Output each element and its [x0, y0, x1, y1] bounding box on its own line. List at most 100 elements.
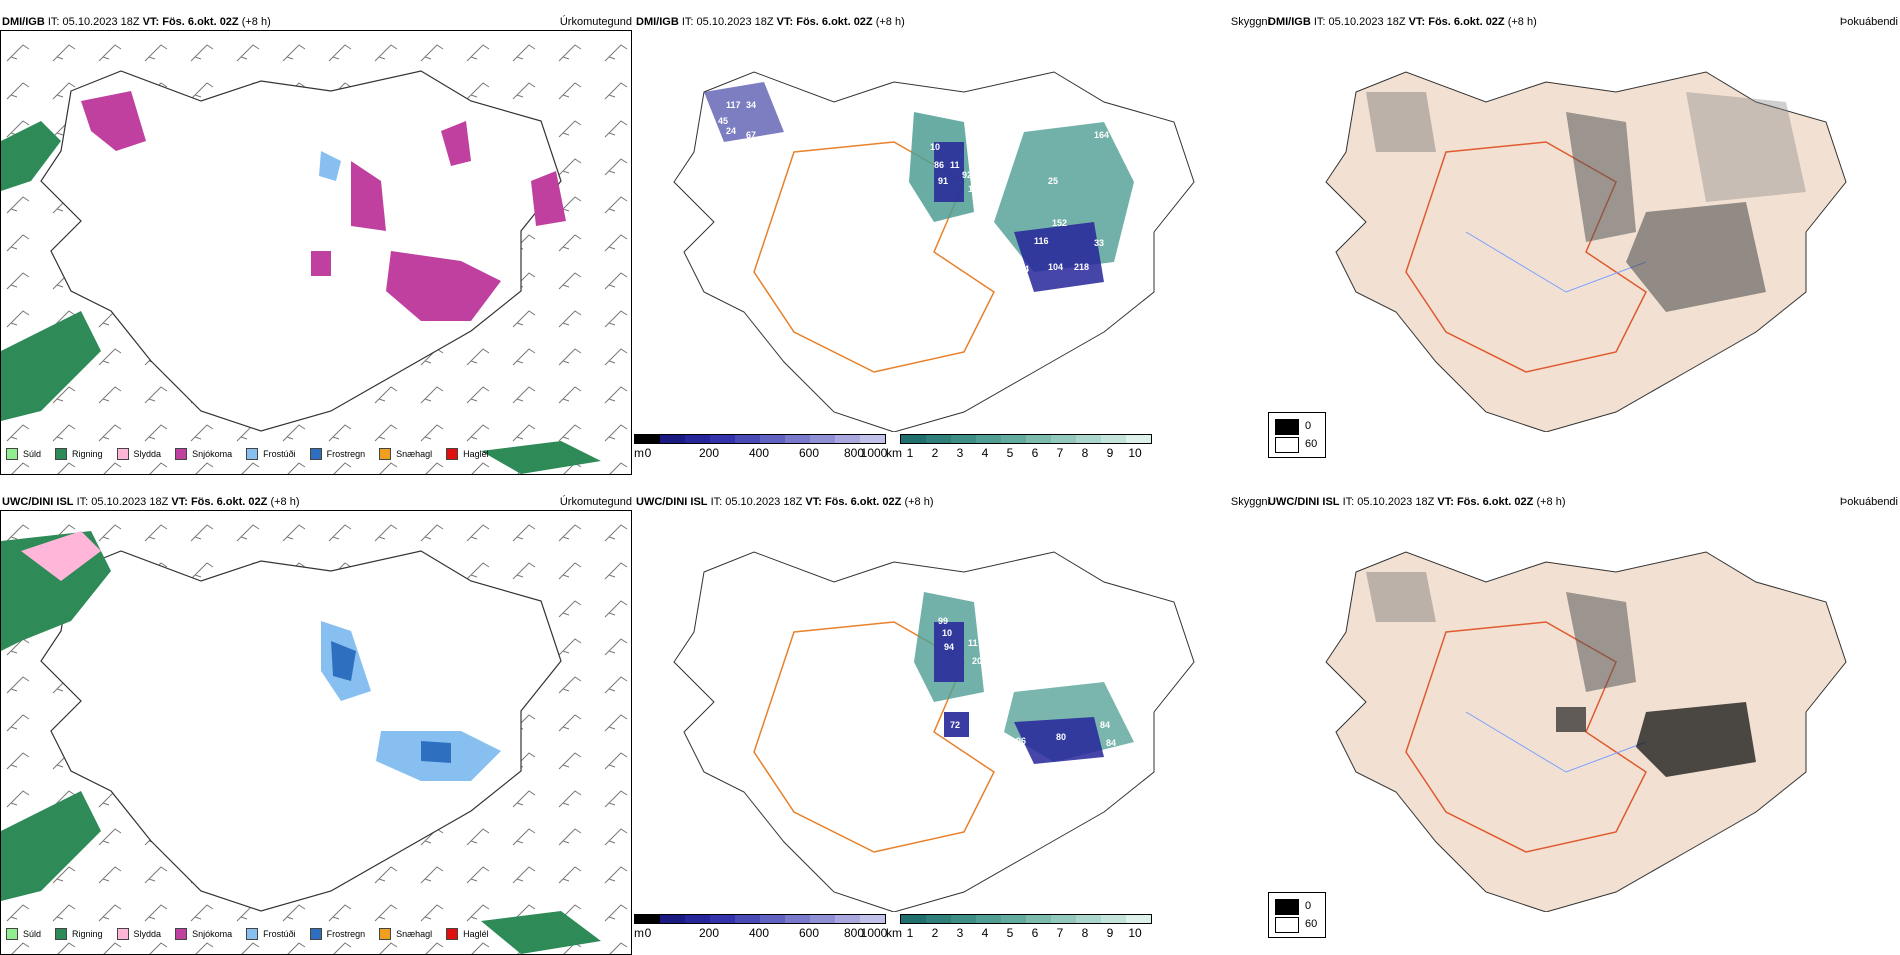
colorbar-cell: [976, 435, 1001, 443]
rain-area: [481, 911, 601, 954]
vis-label: 12: [886, 718, 896, 728]
legend-item: Snæhagl: [379, 448, 432, 460]
colorbar-tick: 9: [1106, 926, 1114, 940]
colorbar-cell: [760, 915, 785, 923]
colorbar-cell: [735, 435, 760, 443]
colorbar-cell: [901, 915, 926, 923]
legend-swatch: [309, 448, 322, 460]
low-cloud-area: [1014, 222, 1104, 292]
vis-label: 80: [1056, 732, 1066, 742]
vis-label: 92: [962, 170, 972, 180]
fog-legend-label: 0: [1305, 420, 1312, 432]
legend-item: Slydda: [116, 928, 161, 940]
legend-swatch: [246, 928, 259, 940]
legend-swatch: [116, 928, 129, 940]
snow-area: [441, 121, 471, 166]
colorbar-cell: [951, 435, 976, 443]
vis-label: 86: [934, 160, 944, 170]
vis-label: 33: [1094, 238, 1104, 248]
colorbar-cell: [1051, 435, 1076, 443]
vis-bar-unit: km: [886, 926, 902, 940]
colorbar-tick: 800: [843, 446, 865, 460]
colorbar-cell: [1126, 435, 1151, 443]
legend-item: Snæhagl: [379, 928, 432, 940]
colorbar-tick: 7: [1056, 926, 1064, 940]
vis-label: 82: [976, 170, 986, 180]
colorbar-cell: [1076, 915, 1101, 923]
fog-legend: 0 60: [1268, 892, 1326, 938]
colorbar-tick: 10: [1128, 446, 1142, 460]
colorbar-cell: [685, 435, 710, 443]
colorbar-cell: [660, 915, 685, 923]
visibility-colorbar: 1 2 3 4 5 6 7 8 9 10: [900, 434, 1152, 460]
colorbar-tick: 8: [1081, 446, 1089, 460]
freezing-rain-area: [331, 641, 356, 681]
vis-label: 10: [930, 142, 940, 152]
visibility-colorbar: 1 2 3 4 5 6 7 8 9 10: [900, 914, 1152, 940]
colorbar-cell: [860, 915, 885, 923]
vis-label: 84: [1106, 738, 1116, 748]
precip-legend: Súld Rigning Slydda Snjókoma Frostúði Fr…: [6, 928, 489, 940]
colorbar-cell: [901, 435, 926, 443]
vis-label: 18: [1138, 248, 1148, 258]
rain-area: [1, 311, 101, 421]
colorbar-tick: 2: [931, 446, 939, 460]
colorbar-cell: [735, 915, 760, 923]
precip-panel-uwc: UWC/DINI ISL IT: 05.10.2023 18Z VT: Fös.…: [0, 494, 634, 955]
vis-label: 24: [1062, 298, 1072, 308]
panel-subtitle: Þokuábendi: [1839, 16, 1898, 28]
vis-label: 25: [1048, 176, 1058, 186]
colorbar-tick: 0: [644, 926, 652, 940]
legend-item: Frostregn: [309, 448, 365, 460]
vis-label: 45: [718, 116, 728, 126]
colorbar-tick: 600: [798, 926, 820, 940]
panel-subtitle: Þokuábendi: [1839, 496, 1898, 508]
colorbar-tick: 4: [981, 926, 989, 940]
vis-label: 104: [1048, 262, 1063, 272]
rain-area: [1, 791, 101, 901]
sleet-area: [21, 531, 101, 581]
low-cloud-area: [934, 142, 964, 202]
panel-title: UWC/DINI ISL IT: 05.10.2023 18Z VT: Fös.…: [2, 496, 300, 508]
vis-label: 91: [938, 176, 948, 186]
fog-legend-label: 60: [1305, 918, 1318, 930]
snow-area: [81, 91, 146, 151]
colorbar-tick: 5: [1006, 446, 1014, 460]
colorbar-tick: 9: [1106, 446, 1114, 460]
vis-label: 11: [1058, 336, 1068, 346]
colorbar-tick: 1: [906, 926, 914, 940]
colorbar-cell: [1101, 435, 1126, 443]
legend-swatch: [379, 448, 392, 460]
panel-subtitle: Skyggni: [1230, 496, 1270, 508]
cloud-bar-unit: m: [634, 446, 644, 460]
legend-swatch: [446, 928, 459, 940]
legend-item: Snjókoma: [175, 928, 232, 940]
legend-item: Rigning: [55, 928, 103, 940]
map-frame: [0, 510, 632, 955]
colorbar-cell: [760, 435, 785, 443]
vis-label: 34: [746, 100, 756, 110]
colorbar-tick: 6: [1031, 926, 1039, 940]
colorbar-cell: [635, 915, 660, 923]
legend-item: Súld: [6, 448, 41, 460]
panel-title: DMI/IGB IT: 05.10.2023 18Z VT: Fös. 6.ok…: [1268, 16, 1537, 28]
colorbar-cell: [810, 435, 835, 443]
colorbar-cell: [926, 435, 951, 443]
low-cloud-area: [1014, 717, 1104, 764]
colorbar-cell: [860, 435, 885, 443]
colorbar-tick: 7: [1056, 446, 1064, 460]
fog-legend-swatch: [1275, 899, 1299, 915]
colorbar-tick: 600: [798, 446, 820, 460]
vis-label: 17: [872, 264, 882, 274]
fog-area: [1566, 112, 1636, 242]
vis-label: 96: [1016, 736, 1026, 746]
colorbar-tick: 8: [1081, 926, 1089, 940]
vis-label: 22: [754, 574, 764, 584]
low-cloud-area: [944, 712, 969, 737]
vis-label: 199: [968, 184, 983, 194]
river: [1465, 231, 1647, 293]
vis-label: 117: [726, 100, 741, 110]
colorbar-cell: [951, 915, 976, 923]
colorbar-tick: 1000: [860, 926, 888, 940]
panel-title: UWC/DINI ISL IT: 05.10.2023 18Z VT: Fös.…: [1268, 496, 1566, 508]
